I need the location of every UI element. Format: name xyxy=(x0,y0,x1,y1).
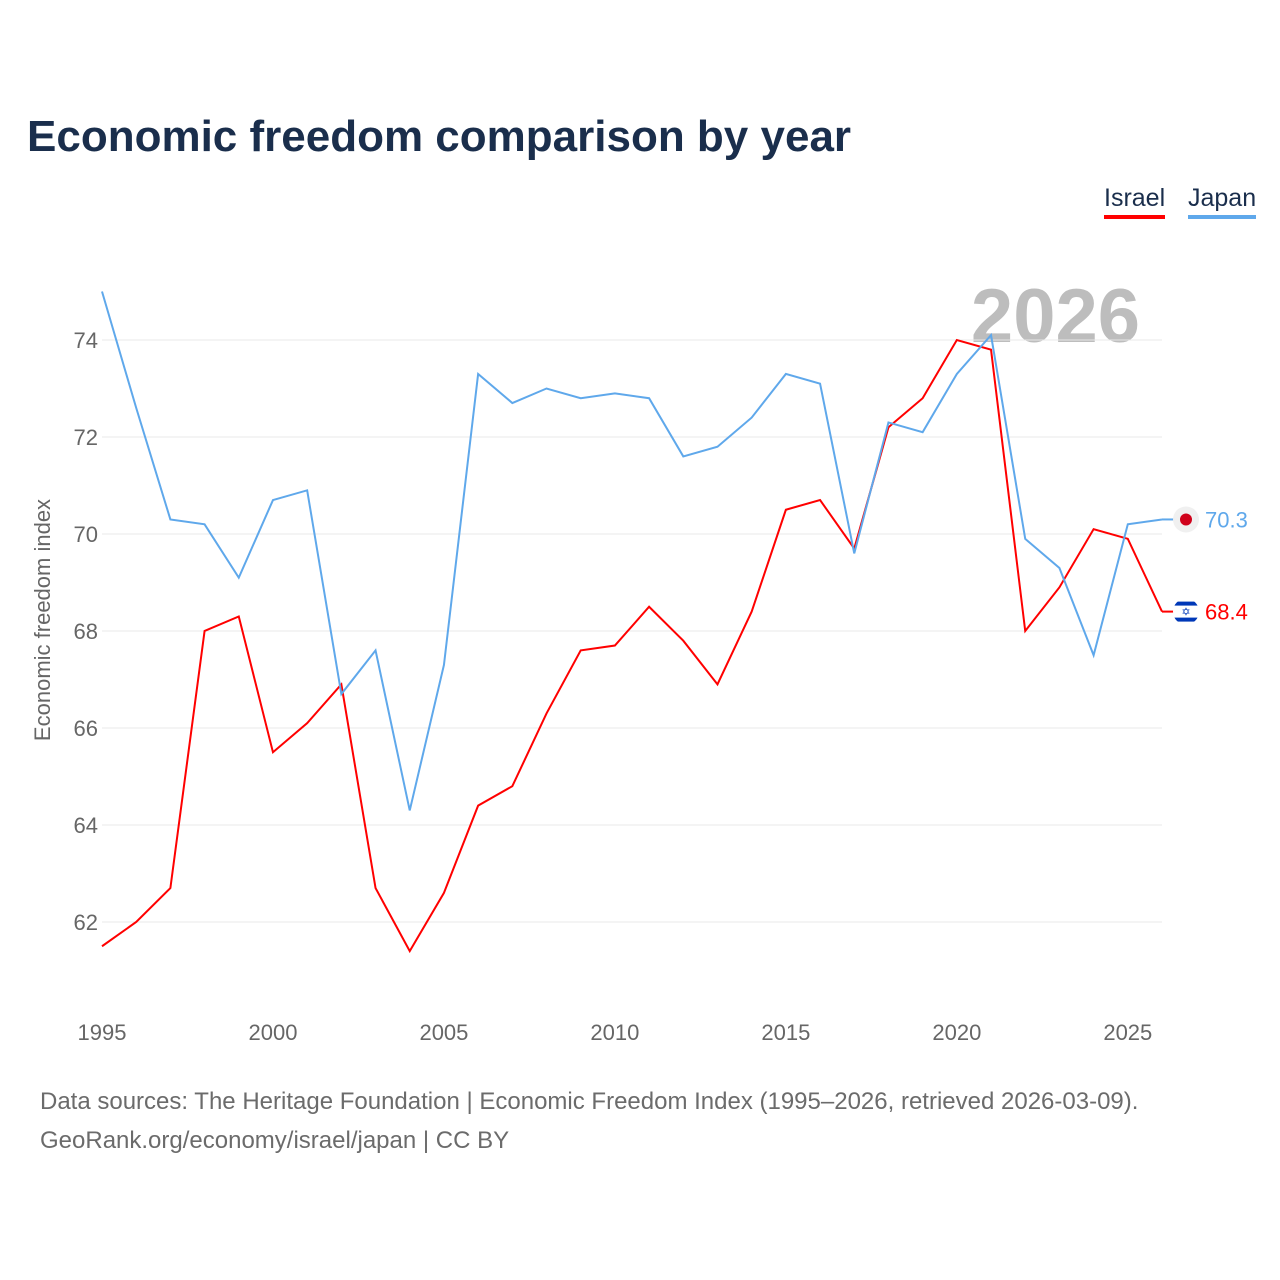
data-point-japan xyxy=(509,400,515,406)
data-point-israel xyxy=(817,497,823,503)
data-point-israel xyxy=(1022,628,1028,634)
data-point-israel xyxy=(202,628,208,634)
data-point-japan xyxy=(373,647,379,653)
year-watermark: 2026 xyxy=(971,274,1140,359)
y-tick-label: 68 xyxy=(74,619,98,644)
data-point-japan xyxy=(1056,565,1062,571)
data-point-israel xyxy=(167,885,173,891)
data-point-japan xyxy=(202,521,208,527)
data-point-israel xyxy=(1056,584,1062,590)
data-point-japan xyxy=(1091,652,1097,658)
y-tick-label: 64 xyxy=(74,813,98,838)
data-point-israel xyxy=(236,613,242,619)
data-point-israel xyxy=(714,681,720,687)
legend-israel[interactable]: Israel xyxy=(1104,184,1166,219)
x-tick-label: 1995 xyxy=(78,1020,127,1045)
source-url: GeoRank.org/economy/israel/japan | CC BY xyxy=(40,1127,510,1154)
series-line-israel xyxy=(101,338,1163,954)
israel-flag-icon: ✡ xyxy=(1173,598,1199,625)
data-point-israel xyxy=(1091,526,1097,532)
y-tick-label: 72 xyxy=(74,425,98,450)
data-point-japan xyxy=(851,550,857,556)
data-point-israel xyxy=(373,885,379,891)
data-point-israel xyxy=(749,609,755,615)
data-point-israel xyxy=(920,395,926,401)
data-point-japan xyxy=(988,332,994,338)
x-tick-label: 2020 xyxy=(932,1020,981,1045)
data-point-japan xyxy=(817,381,823,387)
svg-text:✡: ✡ xyxy=(1181,607,1190,619)
data-point-israel xyxy=(441,890,447,896)
data-point-japan xyxy=(441,662,447,668)
data-point-israel xyxy=(133,919,139,925)
data-point-japan xyxy=(270,497,276,503)
data-point-japan xyxy=(475,371,481,377)
y-tick-label: 62 xyxy=(74,910,98,935)
japan-flag-icon xyxy=(1173,506,1199,533)
end-value-label-japan: 70.3 xyxy=(1205,507,1248,532)
data-point-japan xyxy=(544,386,550,392)
series-line-japan xyxy=(101,291,1163,811)
data-point-israel xyxy=(544,710,550,716)
data-point-japan xyxy=(236,575,242,581)
end-value-label-israel: 68.4 xyxy=(1205,600,1248,625)
data-point-japan xyxy=(99,289,105,295)
data-point-israel xyxy=(270,749,276,755)
data-point-japan xyxy=(714,444,720,450)
data-point-israel xyxy=(1125,536,1131,542)
data-point-israel xyxy=(783,507,789,513)
data-point-israel xyxy=(578,647,584,653)
data-point-japan xyxy=(885,419,891,425)
data-point-japan xyxy=(646,395,652,401)
data-point-japan xyxy=(578,395,584,401)
data-point-israel xyxy=(475,803,481,809)
x-tick-label: 2015 xyxy=(761,1020,810,1045)
data-point-japan xyxy=(304,487,310,493)
data-point-israel xyxy=(612,643,618,649)
data-point-israel xyxy=(646,604,652,610)
x-tick-label: 2000 xyxy=(248,1020,297,1045)
data-point-israel xyxy=(509,783,515,789)
data-point-japan xyxy=(920,429,926,435)
data-point-israel xyxy=(407,948,413,954)
data-point-japan xyxy=(133,405,139,411)
data-point-israel xyxy=(954,337,960,343)
source-text: Data sources: The Heritage Foundation | … xyxy=(40,1088,1139,1115)
x-tick-label: 2010 xyxy=(590,1020,639,1045)
data-point-israel xyxy=(99,943,105,949)
x-tick-label: 2025 xyxy=(1103,1020,1152,1045)
data-point-japan xyxy=(749,415,755,421)
y-tick-label: 66 xyxy=(74,716,98,741)
data-point-israel xyxy=(304,720,310,726)
data-point-japan xyxy=(612,390,618,396)
data-point-japan xyxy=(407,807,413,813)
y-tick-label: 70 xyxy=(74,522,98,547)
x-tick-label: 2005 xyxy=(419,1020,468,1045)
legend-japan[interactable]: Japan xyxy=(1188,184,1257,219)
data-point-japan xyxy=(783,371,789,377)
data-point-japan xyxy=(954,371,960,377)
data-point-japan xyxy=(1022,536,1028,542)
chart-title: Economic freedom comparison by year xyxy=(27,112,852,161)
data-point-japan xyxy=(680,453,686,459)
data-point-japan xyxy=(338,691,344,697)
y-tick-label: 74 xyxy=(74,328,98,353)
y-axis-label: Economic freedom index xyxy=(30,499,55,741)
data-point-israel xyxy=(680,638,686,644)
data-point-japan xyxy=(167,516,173,522)
data-point-japan xyxy=(1125,521,1131,527)
